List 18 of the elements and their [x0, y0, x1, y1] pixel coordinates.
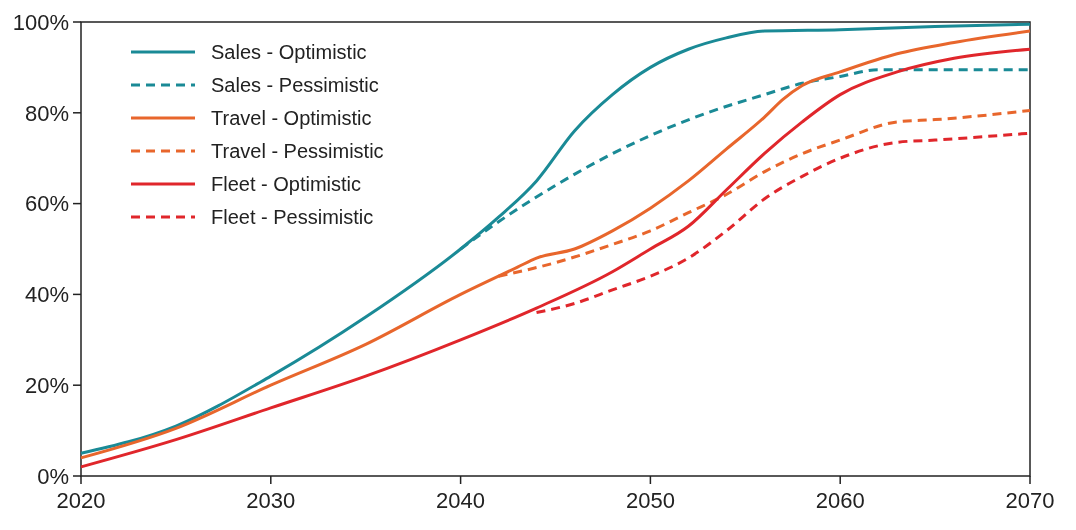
legend-label: Travel - Pessimistic: [211, 140, 384, 162]
y-tick-label: 40%: [24, 282, 69, 308]
x-tick-label: 2030: [246, 488, 296, 513]
legend-label: Sales - Optimistic: [211, 41, 367, 63]
legend-label: Sales - Pessimistic: [211, 74, 379, 96]
x-tick-label: 2040: [436, 488, 486, 513]
x-tick-label: 2050: [625, 488, 675, 513]
y-tick-label: 80%: [24, 100, 69, 126]
legend-label: Travel - Optimistic: [211, 107, 372, 129]
y-tick-label: 100%: [12, 9, 69, 35]
x-tick-label: 2020: [56, 488, 106, 513]
x-tick-label: 2060: [815, 488, 865, 513]
legend-label: Fleet - Optimistic: [211, 173, 362, 195]
y-tick-label: 20%: [24, 372, 69, 398]
y-tick-label: 60%: [24, 191, 69, 217]
x-tick-label: 2070: [1005, 488, 1055, 513]
legend-label: Fleet - Pessimistic: [211, 206, 374, 228]
y-tick-label: 0%: [37, 463, 69, 489]
